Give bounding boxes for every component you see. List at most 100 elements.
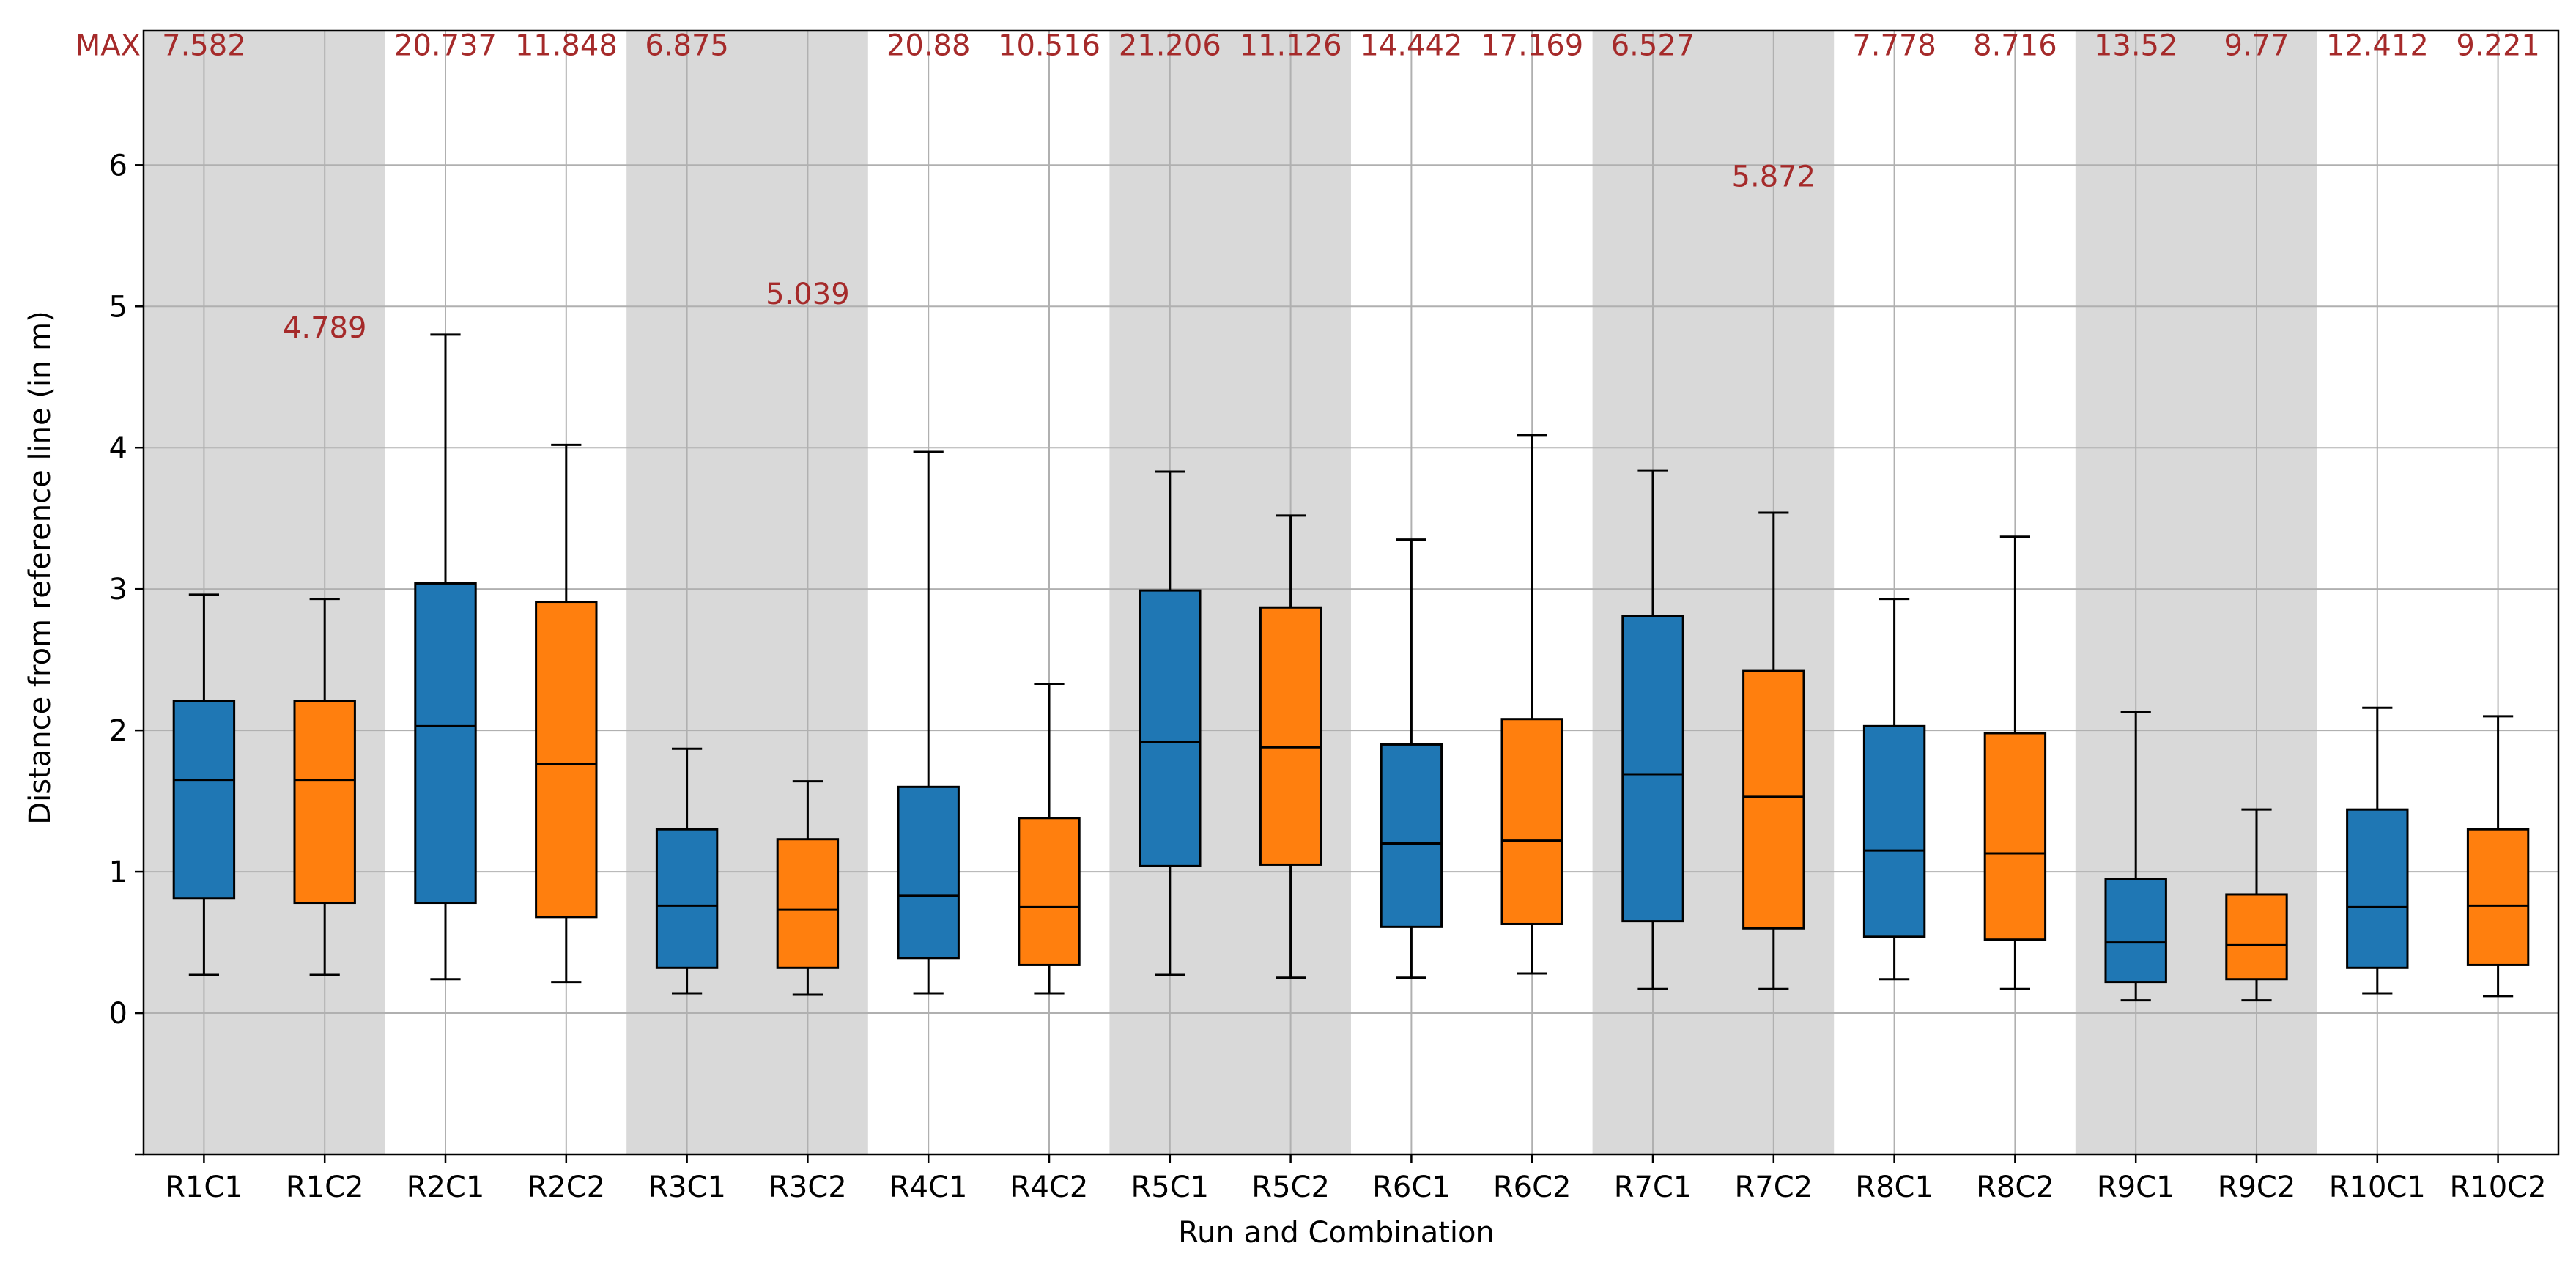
iqr-box [1380, 743, 1443, 928]
max-label-r3c1: 6.875 [645, 29, 729, 62]
axes-frame [142, 29, 2560, 1156]
box-r9c1 [2104, 711, 2167, 1002]
max-annotations: 7.582 4.789 20.737 11.848 6.875 5.039 20.88 10.… [75, 29, 2540, 345]
iqr-box [1621, 615, 1684, 923]
x-tick-label-r4c1: R4C1 [889, 1171, 968, 1204]
x-tick-label-r10c1: R10C1 [2329, 1171, 2426, 1204]
x-tick-label-r8c2: R8C2 [1976, 1171, 2054, 1204]
iqr-box [1500, 718, 1563, 925]
y-tick-label-6: 6 [109, 149, 127, 182]
max-label-r9c1: 13.52 [2094, 29, 2178, 62]
box-r10c1 [2346, 706, 2409, 995]
max-label-r5c1: 21.206 [1119, 29, 1221, 62]
box-r9c2 [2225, 808, 2288, 1002]
shade-r9 [2075, 31, 2317, 1154]
x-axis-title: Run and Combination [1178, 1216, 1495, 1250]
x-tick-label-r5c2: R5C2 [1251, 1171, 1330, 1204]
iqr-box [293, 700, 356, 905]
boxes [172, 333, 2530, 1002]
y-axis-title: Distance from reference line (in m) [23, 311, 57, 824]
x-tick-label-r7c2: R7C2 [1734, 1171, 1813, 1204]
iqr-box [1139, 589, 1202, 867]
x-tick-label-r1c2: R1C2 [286, 1171, 364, 1204]
max-label-r8c2: 8.716 [1973, 29, 2057, 62]
box-r1c2 [293, 598, 356, 976]
y-tick-label-1: 1 [109, 856, 127, 889]
iqr-box [2104, 878, 2167, 984]
x-tick-label-r6c2: R6C2 [1493, 1171, 1572, 1204]
box-r10c2 [2466, 715, 2530, 998]
box-r1c1 [172, 593, 236, 976]
plot-frame [142, 29, 2560, 1156]
iqr-box [655, 828, 719, 969]
x-tick-label-r2c2: R2C2 [527, 1171, 605, 1204]
shade-r1 [144, 31, 385, 1154]
x-tick-label-r1c1: R1C1 [165, 1171, 243, 1204]
max-label-r7c2: 5.872 [1732, 160, 1816, 194]
y-tick-label-4: 4 [109, 431, 127, 465]
box-r4c1 [897, 450, 960, 995]
iqr-box [172, 700, 236, 900]
iqr-box [414, 582, 477, 905]
iqr-box [1742, 669, 1805, 930]
max-label-r10c1: 12.412 [2326, 29, 2429, 62]
max-label-r6c2: 17.169 [1481, 29, 1583, 62]
y-tick-label-5: 5 [109, 290, 127, 324]
y-tick-label-3: 3 [109, 573, 127, 607]
x-tick-label-r9c2: R9C2 [2218, 1171, 2296, 1204]
box-r5c1 [1139, 470, 1202, 976]
iqr-box [1259, 606, 1322, 866]
box-r2c2 [535, 443, 598, 984]
max-label-r10c2: 9.221 [2456, 29, 2540, 62]
iqr-box [897, 785, 960, 960]
iqr-box [2225, 893, 2288, 981]
iqr-box [1983, 732, 2047, 941]
max-prefix-label: MAX [75, 29, 141, 62]
max-label-r6c1: 14.442 [1360, 29, 1462, 62]
max-label-r7c1: 6.527 [1611, 29, 1695, 62]
box-r8c1 [1862, 598, 1926, 981]
max-label-r5c2: 11.126 [1240, 29, 1342, 62]
x-tick-label-r4c2: R4C2 [1010, 1171, 1089, 1204]
x-tick-label-r3c2: R3C2 [769, 1171, 847, 1204]
box-r4c2 [1018, 682, 1081, 995]
box-r7c1 [1621, 469, 1684, 990]
max-label-r9c2: 9.77 [2224, 29, 2289, 62]
x-tick-label-r8c1: R8C1 [1855, 1171, 1933, 1204]
iqr-box [1018, 817, 1081, 966]
box-r3c2 [776, 780, 840, 996]
iqr-box [2346, 808, 2409, 969]
iqr-box [2466, 828, 2530, 966]
max-label-r4c1: 20.88 [887, 29, 971, 62]
x-tick-label-r2c1: R2C1 [407, 1171, 485, 1204]
max-label-r1c2: 4.789 [283, 311, 367, 345]
box-r3c1 [655, 747, 719, 995]
shade-r3 [626, 31, 868, 1154]
box-r6c1 [1380, 538, 1443, 979]
x-tick-label-r6c1: R6C1 [1372, 1171, 1451, 1204]
y-tick-label-0: 0 [109, 997, 127, 1031]
x-tick-label-r7c1: R7C1 [1614, 1171, 1692, 1204]
box-r5c2 [1259, 514, 1322, 979]
max-label-r1c1: 7.582 [162, 29, 246, 62]
max-label-r8c1: 7.778 [1852, 29, 1936, 62]
max-label-r3c2: 5.039 [766, 278, 850, 311]
x-tick-label-r9c1: R9C1 [2097, 1171, 2175, 1204]
iqr-box [776, 838, 840, 969]
box-r8c2 [1983, 535, 2047, 990]
max-label-r4c2: 10.516 [998, 29, 1100, 62]
box-r6c2 [1500, 434, 1563, 975]
x-tick-label-r5c1: R5C1 [1130, 1171, 1209, 1204]
max-label-r2c1: 20.737 [394, 29, 497, 62]
max-label-r2c2: 11.848 [515, 29, 618, 62]
x-tick-label-r10c2: R10C2 [2450, 1171, 2547, 1204]
iqr-box [1862, 724, 1926, 938]
ticks: 0 1 2 3 4 5 6 R1C1 R1C2 R2C1 R2C2 R3C1 R3C2 R4C1 R4C2 R… [109, 149, 2547, 1204]
box-r2c1 [414, 333, 477, 981]
x-tick-label-r3c1: R3C1 [648, 1171, 726, 1204]
shade-r7 [1592, 31, 1835, 1154]
box-r7c2 [1742, 511, 1805, 990]
y-tick-label-2: 2 [109, 714, 127, 748]
iqr-box [535, 601, 598, 919]
